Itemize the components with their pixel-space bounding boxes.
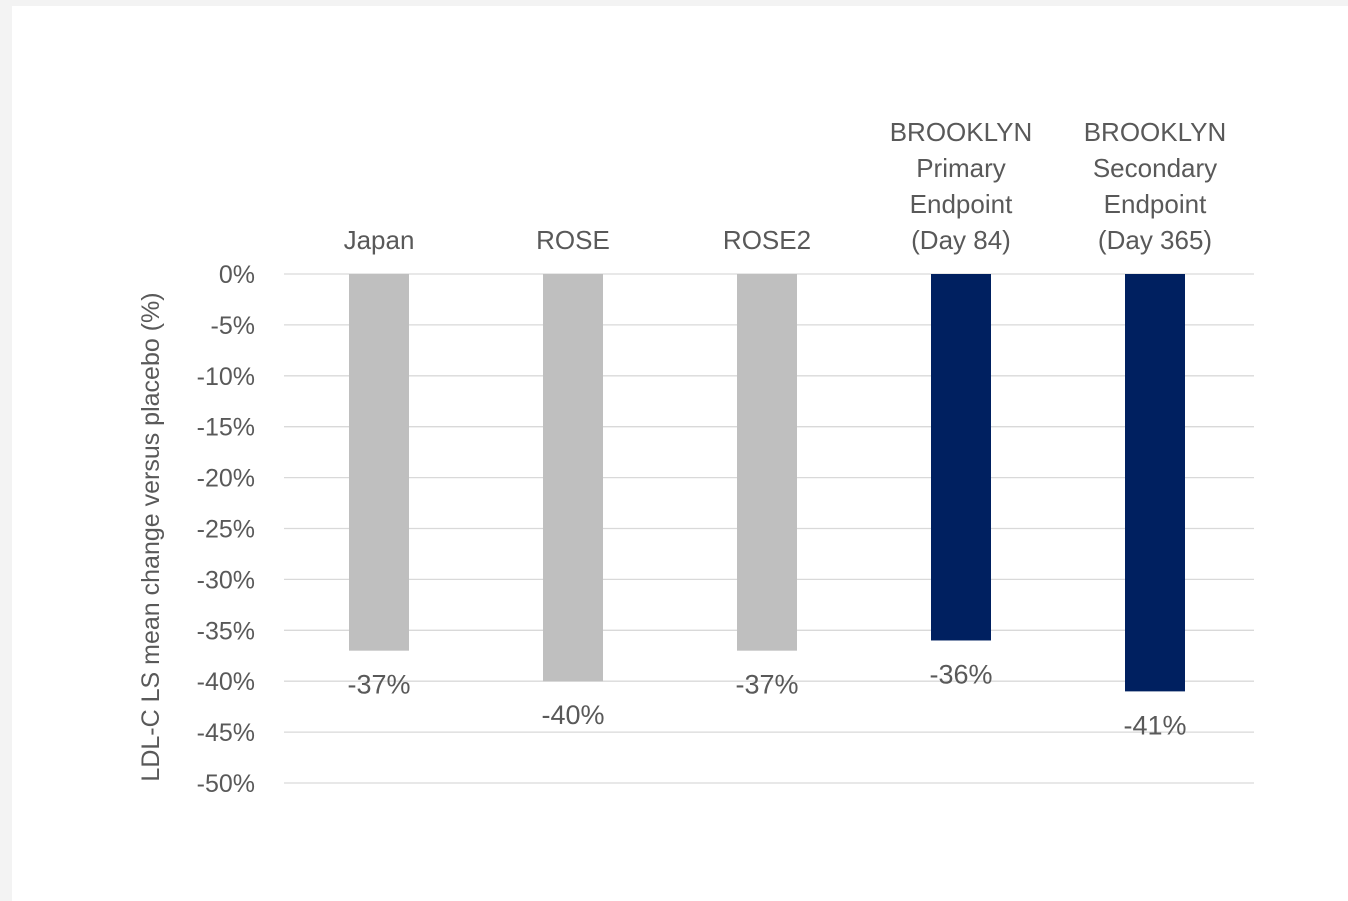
y-tick-label: 0% bbox=[219, 261, 255, 289]
y-tick-label: -10% bbox=[197, 363, 255, 391]
y-tick-label: -40% bbox=[197, 668, 255, 696]
category-label: Endpoint bbox=[1104, 189, 1207, 219]
category-label: ROSE bbox=[536, 225, 610, 255]
bar bbox=[931, 274, 991, 641]
category-label: BROOKLYN bbox=[890, 117, 1033, 147]
y-tick-label: -25% bbox=[197, 516, 255, 544]
bar bbox=[543, 274, 603, 682]
bars bbox=[349, 274, 1185, 692]
data-label: -40% bbox=[541, 700, 604, 730]
y-tick-label: -5% bbox=[211, 312, 255, 340]
bar bbox=[1125, 274, 1185, 692]
category-label: Secondary bbox=[1093, 153, 1217, 183]
y-tick-label: -15% bbox=[197, 414, 255, 442]
y-tick-label: -35% bbox=[197, 617, 255, 645]
data-label: -41% bbox=[1123, 710, 1186, 740]
category-label: BROOKLYN bbox=[1084, 117, 1227, 147]
y-axis-title: LDL-C LS mean change versus placebo (%) bbox=[137, 292, 165, 781]
category-label: (Day 84) bbox=[911, 225, 1011, 255]
data-label: -37% bbox=[735, 670, 798, 700]
y-tick-label: -20% bbox=[197, 465, 255, 493]
y-axis-tick-labels: 0% -5% -10% -15% -20% -25% -30% -35% -40% -45% -50… bbox=[197, 261, 255, 798]
y-tick-label: -45% bbox=[197, 719, 255, 747]
category-labels: Japan ROSE ROSE2 BROOKLYN Primary Endpoint (Da… bbox=[344, 117, 1227, 255]
data-label: -36% bbox=[929, 659, 992, 689]
category-label: Endpoint bbox=[910, 189, 1013, 219]
category-label: (Day 365) bbox=[1098, 225, 1212, 255]
chart-card: 0% -5% -10% -15% -20% -25% -30% -35% -40% -45% -50… bbox=[12, 6, 1348, 901]
y-tick-label: -30% bbox=[197, 566, 255, 594]
bar bbox=[737, 274, 797, 651]
category-label: Primary bbox=[916, 153, 1006, 183]
bar bbox=[349, 274, 409, 651]
category-label: Japan bbox=[344, 225, 415, 255]
y-tick-label: -50% bbox=[197, 770, 255, 798]
y-axis-title-group: LDL-C LS mean change versus placebo (%) bbox=[137, 292, 165, 781]
category-label: ROSE2 bbox=[723, 225, 811, 255]
bar-chart: 0% -5% -10% -15% -20% -25% -30% -35% -40% -45% -50… bbox=[137, 117, 1254, 798]
data-label: -37% bbox=[347, 670, 410, 700]
value-labels: -37% -40% -37% -36% -41% bbox=[347, 659, 1186, 740]
